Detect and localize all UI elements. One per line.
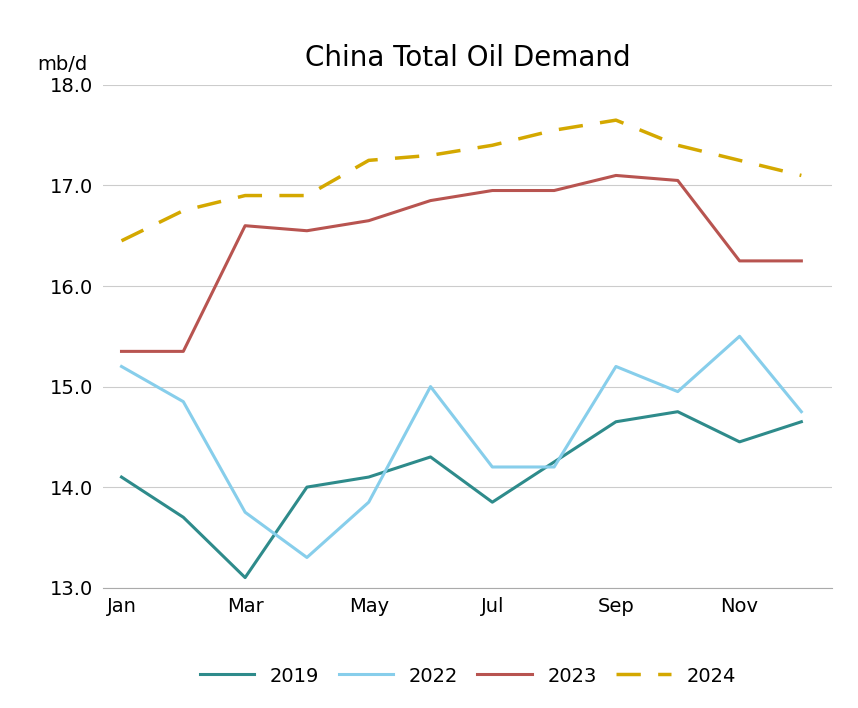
2019 [611, 418, 621, 426]
2023 [673, 176, 683, 185]
2022 [796, 407, 807, 416]
2019 [178, 513, 189, 522]
2019 [364, 473, 374, 481]
2022 [487, 463, 498, 472]
2024 [364, 156, 374, 164]
2022 [734, 332, 745, 341]
2019 [240, 573, 251, 582]
2019 [796, 418, 807, 426]
2024 [426, 151, 436, 159]
2024 [673, 141, 683, 149]
Line: 2019: 2019 [122, 411, 801, 578]
2023 [364, 217, 374, 225]
2019 [673, 407, 683, 416]
2022 [302, 553, 312, 561]
Title: China Total Oil Demand: China Total Oil Demand [305, 43, 631, 72]
2024 [796, 171, 807, 180]
2022 [673, 387, 683, 396]
2022 [240, 508, 251, 516]
Line: 2024: 2024 [122, 120, 801, 241]
2019 [117, 473, 127, 481]
2022 [549, 463, 559, 472]
2023 [734, 256, 745, 265]
2019 [302, 483, 312, 491]
2022 [611, 362, 621, 371]
2023 [426, 196, 436, 205]
2022 [117, 362, 127, 371]
2024 [549, 126, 559, 135]
2024 [178, 206, 189, 215]
2019 [734, 438, 745, 446]
2023 [302, 227, 312, 235]
2023 [487, 186, 498, 195]
2023 [240, 222, 251, 230]
Line: 2023: 2023 [122, 176, 801, 351]
2024 [611, 116, 621, 125]
Text: mb/d: mb/d [37, 55, 88, 74]
2024 [117, 236, 127, 245]
Legend: 2019, 2022, 2023, 2024: 2019, 2022, 2023, 2024 [192, 658, 743, 694]
2022 [426, 382, 436, 391]
2024 [240, 191, 251, 200]
2022 [178, 397, 189, 406]
2019 [487, 498, 498, 506]
2023 [549, 186, 559, 195]
2024 [487, 141, 498, 149]
2019 [426, 452, 436, 461]
2023 [796, 256, 807, 265]
2023 [178, 347, 189, 355]
2023 [611, 171, 621, 180]
2023 [117, 347, 127, 355]
2024 [734, 156, 745, 164]
2019 [549, 457, 559, 466]
2024 [302, 191, 312, 200]
2022 [364, 498, 374, 506]
Line: 2022: 2022 [122, 336, 801, 557]
